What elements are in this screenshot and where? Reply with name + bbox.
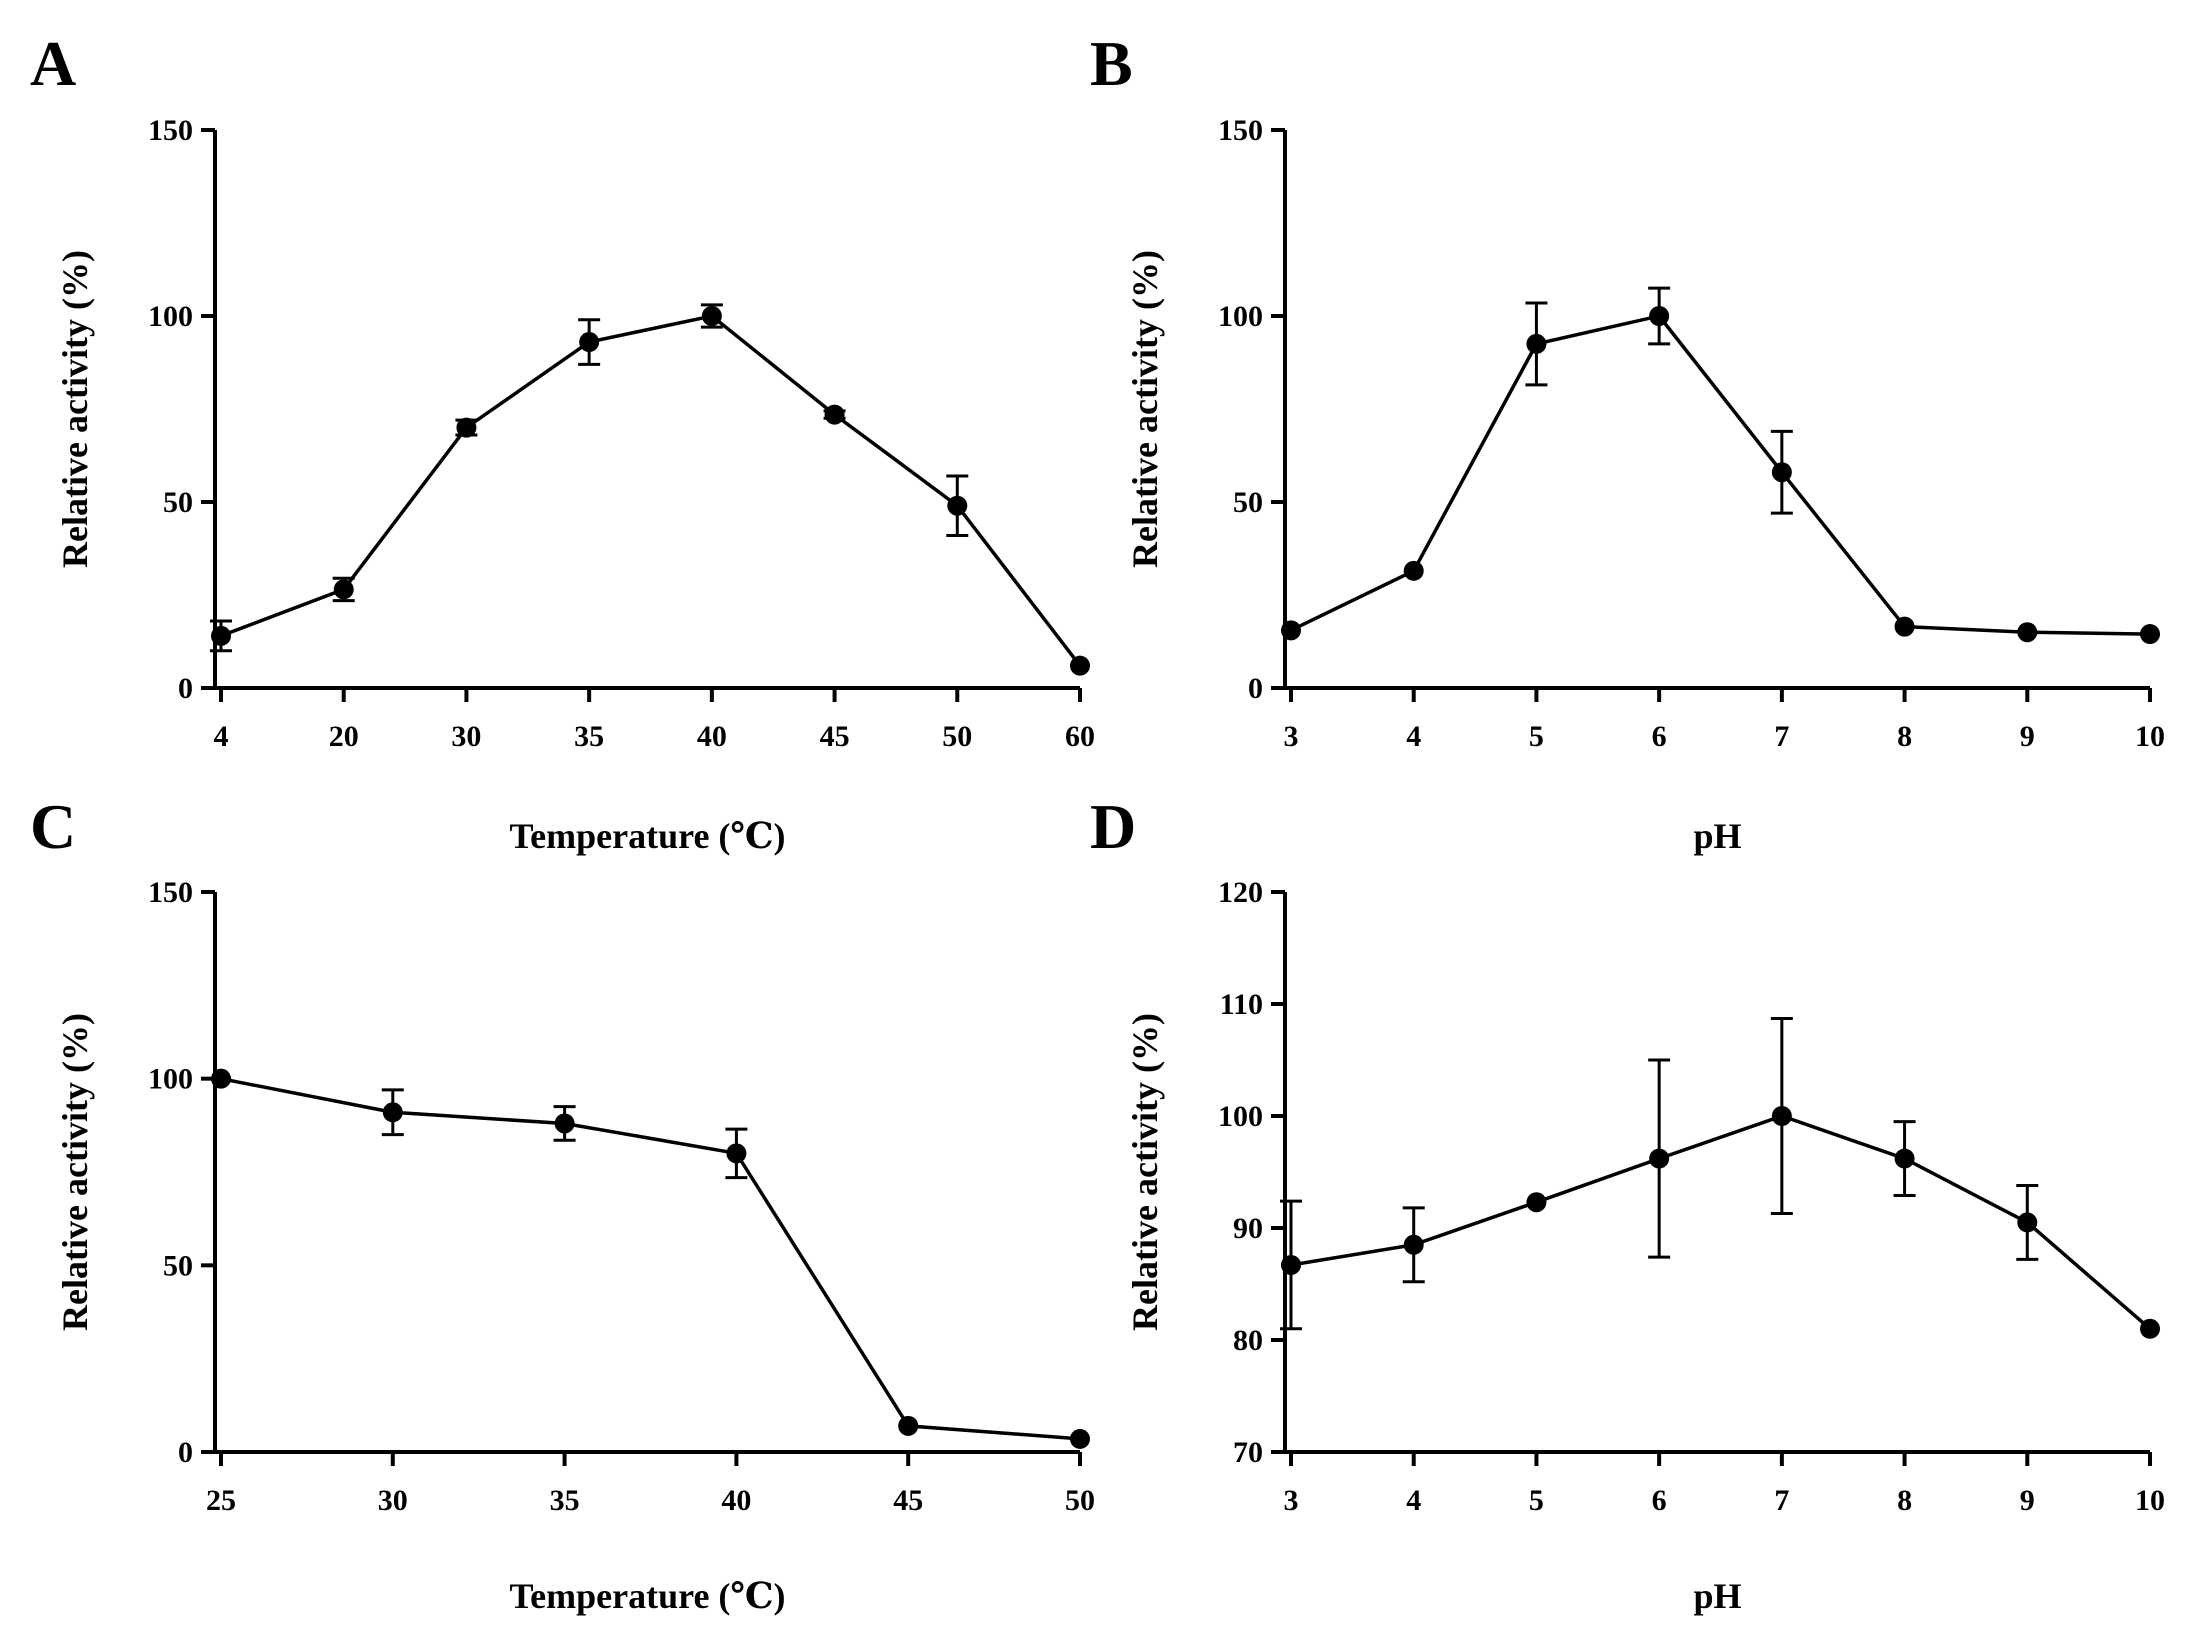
data-point <box>1894 1148 1915 1169</box>
panel-c: C 0 50 100 150 25 30 35 40 45 50 Temperature (℃) Rel… <box>30 791 1095 1616</box>
x-tick-label: 50 <box>1065 1484 1095 1517</box>
data-point <box>2017 622 2038 643</box>
panel-letter: B <box>1090 28 1133 99</box>
data-point <box>701 306 722 326</box>
data-point <box>211 1068 231 1089</box>
data-point <box>2140 624 2160 645</box>
x-tick-label: 45 <box>820 720 850 753</box>
x-tick-label: 20 <box>329 720 359 753</box>
y-tick-label: 90 <box>1233 1212 1263 1245</box>
y-tick-label: 100 <box>148 1063 193 1096</box>
y-tick-label: 150 <box>148 876 193 909</box>
x-tick-label: 3 <box>1284 1484 1299 1517</box>
data-point <box>1403 560 1424 581</box>
x-tick-label: 3 <box>1284 720 1299 753</box>
x-tick-label: 8 <box>1897 720 1912 753</box>
y-tick-label: 80 <box>1233 1324 1263 1357</box>
y-tick-label: 120 <box>1218 876 1263 909</box>
x-tick-label: 7 <box>1774 1484 1789 1517</box>
data-point <box>333 579 354 600</box>
panel-a: A 0 50 100 150 4 20 30 35 40 45 50 60 Temperature (℃)… <box>30 28 1095 856</box>
data-point <box>2017 1212 2038 1233</box>
y-tick-label: 150 <box>148 114 193 147</box>
data-point <box>1649 306 1670 326</box>
x-tick-label: 6 <box>1652 720 1667 753</box>
series-line <box>1290 1114 2152 1331</box>
y-tick-label: 100 <box>148 300 193 333</box>
x-tick-label: 4 <box>1406 1484 1421 1517</box>
x-tick-label: 5 <box>1529 1484 1544 1517</box>
data-point <box>1771 1106 1792 1126</box>
data-point <box>382 1102 403 1123</box>
y-tick-label: 100 <box>1218 300 1263 333</box>
panel-b: B 0 50 100 150 3 4 5 6 7 8 9 10 pH Relative activity (… <box>1090 28 2165 856</box>
panel-letter: C <box>30 791 76 862</box>
x-tick-label: 5 <box>1529 720 1544 753</box>
series-line <box>1290 314 2151 636</box>
x-tick-label: 9 <box>2020 1484 2035 1517</box>
series-line <box>220 1076 1081 1441</box>
data-point <box>898 1415 919 1436</box>
y-tick-label: 50 <box>163 1249 193 1282</box>
x-tick-label: 40 <box>697 720 727 753</box>
x-tick-label: 30 <box>378 1484 408 1517</box>
x-tick-label: 4 <box>1406 720 1421 753</box>
y-tick-label: 0 <box>178 672 193 705</box>
y-tick-label: 0 <box>178 1436 193 1469</box>
data-point <box>456 417 477 438</box>
y-axis-title: Relative activity (%) <box>55 1013 95 1331</box>
data-point <box>1070 1428 1090 1449</box>
x-tick-label: 8 <box>1897 1484 1912 1517</box>
x-tick-label: 35 <box>550 1484 580 1517</box>
y-tick-label: 70 <box>1233 1436 1263 1469</box>
y-tick-label: 110 <box>1220 988 1263 1021</box>
x-tick-label: 6 <box>1652 1484 1667 1517</box>
x-tick-label: 45 <box>893 1484 923 1517</box>
data-point <box>1526 1192 1547 1213</box>
x-tick-label: 40 <box>721 1484 751 1517</box>
y-tick-label: 50 <box>163 486 193 519</box>
data-point <box>1649 1148 1670 1169</box>
panel-letter: A <box>30 28 76 99</box>
data-point <box>1281 620 1301 641</box>
y-axis-title: Relative activity (%) <box>55 250 95 568</box>
data-point <box>824 404 845 425</box>
series-line <box>220 314 1082 667</box>
data-point <box>1526 333 1547 354</box>
data-point <box>2140 1318 2160 1339</box>
panel-letter: D <box>1090 791 1136 862</box>
x-tick-label: 35 <box>574 720 604 753</box>
x-axis-title: Temperature (℃) <box>509 1576 785 1616</box>
x-tick-label: 9 <box>2020 720 2035 753</box>
x-tick-label: 4 <box>214 720 229 753</box>
data-point <box>554 1113 575 1134</box>
y-tick-label: 100 <box>1218 1100 1263 1133</box>
panel-d: D 70 80 90 100 110 120 3 4 5 6 7 8 9 10 pH Relative acti… <box>1090 791 2165 1616</box>
x-tick-label: 60 <box>1065 720 1095 753</box>
y-tick-label: 0 <box>1248 672 1263 705</box>
x-axis-title: pH <box>1693 1576 1741 1616</box>
x-tick-label: 30 <box>451 720 481 753</box>
data-point <box>1403 1234 1424 1255</box>
data-point <box>1771 462 1792 483</box>
data-point <box>1894 616 1915 637</box>
data-point <box>726 1143 747 1164</box>
y-tick-label: 150 <box>1218 114 1263 147</box>
y-axis-title: Relative activity (%) <box>1125 250 1165 568</box>
x-tick-label: 10 <box>2135 1484 2165 1517</box>
data-point <box>579 332 600 353</box>
data-point <box>947 495 968 516</box>
x-tick-label: 7 <box>1774 720 1789 753</box>
data-point <box>1281 1254 1301 1275</box>
x-axis-title: pH <box>1693 816 1741 856</box>
y-axis-title: Relative activity (%) <box>1125 1013 1165 1331</box>
x-tick-label: 10 <box>2135 720 2165 753</box>
data-point <box>1070 655 1090 676</box>
x-tick-label: 25 <box>206 1484 236 1517</box>
y-tick-label: 50 <box>1233 486 1263 519</box>
data-point <box>211 625 231 646</box>
x-tick-label: 50 <box>942 720 972 753</box>
x-axis-title: Temperature (℃) <box>509 816 785 856</box>
